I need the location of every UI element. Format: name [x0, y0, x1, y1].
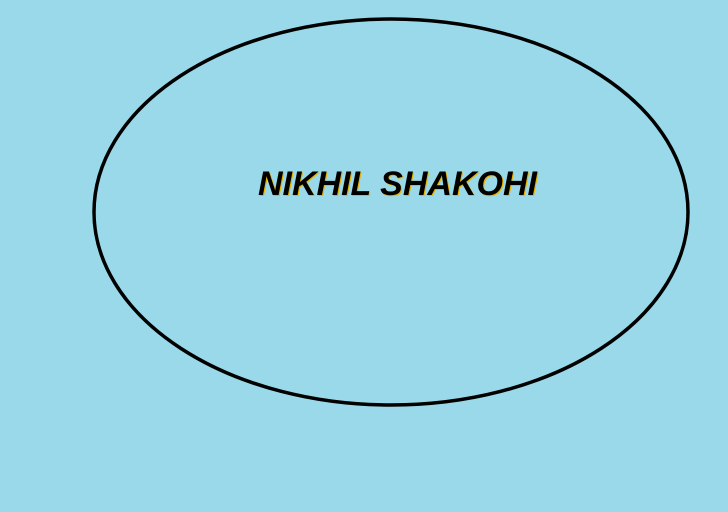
ellipse-label: NIKHIL SHAKOHI [258, 165, 537, 203]
ellipse-outline [92, 17, 690, 407]
